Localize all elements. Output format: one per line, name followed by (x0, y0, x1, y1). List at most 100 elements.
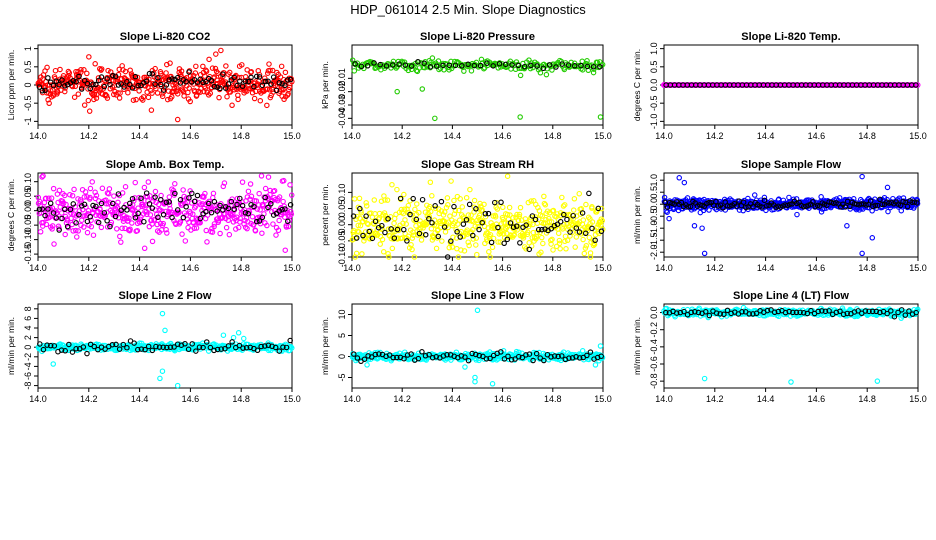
data-point (409, 246, 415, 253)
data-point (684, 195, 691, 201)
overlay-point (87, 214, 93, 220)
overlay-point (253, 218, 260, 225)
data-point (266, 61, 272, 67)
data-point (500, 216, 506, 223)
outlier-point (159, 310, 166, 317)
overlay-point (485, 210, 492, 217)
outlier-point (240, 335, 247, 342)
data-point (90, 232, 97, 238)
overlay-point (597, 63, 603, 70)
data-point (375, 222, 381, 228)
data-point (466, 217, 473, 224)
overlay-point (394, 226, 401, 233)
overlay-point (793, 309, 800, 316)
x-tick-label: 14.6 (182, 394, 200, 404)
overlay-point (196, 344, 203, 350)
data-point (270, 221, 276, 227)
overlay-point (862, 308, 869, 314)
data-point (433, 245, 440, 252)
data-point (247, 181, 254, 187)
overlay-point (131, 340, 137, 346)
data-point (58, 210, 65, 216)
overlay-point (465, 357, 472, 364)
overlay-point (237, 195, 243, 202)
overlay-point (465, 61, 471, 68)
overlay-point (228, 198, 235, 205)
data-point (474, 217, 480, 224)
y-tick-label: 0.5 (649, 61, 659, 74)
overlay-point (174, 207, 181, 213)
overlay-point (904, 203, 911, 210)
data-point (239, 179, 246, 185)
overlay-point (363, 213, 369, 219)
overlay-point (510, 224, 517, 230)
overlay-point (877, 309, 883, 316)
overlay-point (50, 82, 57, 89)
data-point (549, 67, 555, 73)
data-point (105, 190, 112, 197)
data-point (229, 102, 235, 109)
data-point (349, 57, 356, 63)
overlay-point (107, 81, 113, 88)
overlay-point (172, 190, 178, 197)
data-point (427, 203, 433, 210)
data-point (174, 87, 181, 93)
data-point (393, 65, 399, 71)
data-point (381, 210, 388, 216)
overlay-point (138, 195, 144, 201)
overlay-point (95, 219, 102, 226)
overlay-point (66, 341, 72, 348)
outlier-point (592, 362, 599, 368)
overlay-point (495, 224, 501, 231)
data-point (87, 185, 94, 192)
overlay-point (160, 344, 166, 350)
data-point (564, 237, 571, 244)
overlay-point (354, 355, 361, 361)
data-point (561, 66, 568, 73)
x-tick-label: 14.4 (757, 131, 775, 141)
overlay-point (427, 64, 434, 70)
data-point (117, 233, 123, 240)
data-point (206, 198, 212, 205)
data-point (186, 85, 192, 91)
data-point (92, 189, 98, 196)
overlay-point (521, 63, 528, 70)
overlay-point (160, 211, 167, 218)
overlay-point (193, 348, 199, 354)
overlay-point (37, 341, 43, 347)
data-point (177, 218, 184, 225)
data-point (444, 195, 451, 201)
data-point (380, 249, 387, 255)
overlay-point (457, 234, 463, 240)
data-point (152, 65, 158, 72)
data-point (179, 231, 185, 237)
overlay-point (572, 63, 578, 69)
x-tick-label: 15.0 (909, 263, 927, 273)
overlay-point (93, 203, 99, 210)
x-tick-label: 14.8 (858, 131, 876, 141)
overlay-point (115, 191, 122, 197)
data-point (153, 211, 160, 218)
overlay-point (459, 63, 465, 69)
overlay-point (688, 309, 694, 316)
overlay-point (476, 226, 482, 233)
overlay-point (95, 77, 102, 84)
data-point (148, 107, 155, 113)
overlay-point (124, 207, 130, 213)
x-tick-label: 14.8 (858, 394, 876, 404)
plot-frame (663, 303, 919, 389)
data-point (288, 211, 295, 217)
data-point (177, 71, 184, 77)
y-tick-label: 10 (337, 309, 347, 319)
overlay-point (93, 81, 99, 88)
data-point (206, 56, 212, 63)
data-point (255, 81, 261, 87)
overlay-point (39, 206, 45, 212)
y-axis-label: ml/min per min. (320, 317, 330, 375)
overlay-point (695, 309, 702, 316)
overlay-point (490, 63, 496, 69)
data-point (482, 213, 489, 220)
data-point (273, 232, 279, 238)
overlay-point (702, 309, 709, 315)
